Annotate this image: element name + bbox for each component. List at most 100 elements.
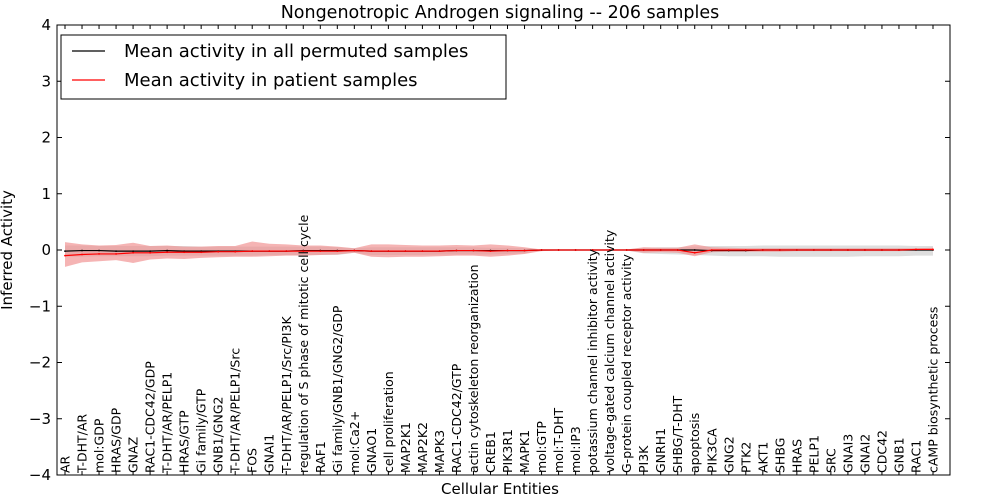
line-patient-point bbox=[353, 249, 356, 252]
category-label: HRAS bbox=[789, 439, 804, 473]
line-patient-point bbox=[881, 249, 883, 251]
line-patient-point bbox=[217, 250, 220, 253]
line-patient-point bbox=[132, 251, 134, 254]
y-tick-label: −4 bbox=[29, 466, 51, 484]
line-patient-point bbox=[676, 249, 679, 251]
line-patient-point bbox=[183, 251, 186, 254]
line-permuted-point bbox=[693, 249, 696, 251]
line-patient-point bbox=[166, 251, 169, 254]
category-label: PIK3CA bbox=[704, 428, 719, 473]
category-label: mol:IP3 bbox=[568, 426, 583, 473]
legend-label-permuted: Mean activity in all permuted samples bbox=[124, 41, 468, 62]
line-permuted-point bbox=[132, 250, 134, 253]
category-label: MAPK3 bbox=[432, 430, 447, 473]
line-patient-point bbox=[438, 250, 441, 253]
line-patient-point bbox=[540, 249, 543, 251]
category-label: actin cytoskeleton reorganization bbox=[466, 264, 481, 473]
line-patient-point bbox=[761, 249, 764, 251]
series-lines bbox=[64, 248, 934, 257]
line-patient-point bbox=[659, 249, 662, 251]
line-patient-point bbox=[574, 249, 577, 251]
y-axis-title: Inferred Activity bbox=[0, 190, 16, 310]
band-patient bbox=[65, 241, 933, 267]
category-label: T-DHT/AR/PELP1/Src/PI3K bbox=[279, 316, 294, 474]
category-label: T-DHT/AR/PELP1 bbox=[160, 372, 175, 474]
category-label: HRAS/GDP bbox=[109, 407, 124, 473]
category-labels: AR T-DHT/AR mol:GDP HRAS/GDP GNAZ RAC1-CDC42/… bbox=[58, 214, 941, 474]
x-axis bbox=[64, 25, 934, 475]
legend: Mean activity in all permuted samples Me… bbox=[60, 34, 507, 100]
category-label: GNAO1 bbox=[364, 428, 379, 473]
category-label: GNB1/GNG2 bbox=[211, 397, 226, 473]
category-label: GNRH1 bbox=[653, 428, 668, 473]
category-label: GNAZ bbox=[126, 437, 141, 473]
category-label: cell proliferation bbox=[381, 371, 396, 473]
category-label: GNG2 bbox=[721, 436, 736, 473]
category-label: mol:GTP bbox=[534, 421, 549, 473]
line-patient-point bbox=[847, 249, 849, 251]
line-patient-point bbox=[234, 250, 237, 253]
category-label: T-DHT/AR/PELP1/Src bbox=[228, 348, 243, 474]
line-patient-point bbox=[81, 253, 83, 256]
line-patient-point bbox=[812, 249, 815, 251]
category-label: SHBG bbox=[772, 438, 787, 473]
y-tick-label: −3 bbox=[29, 410, 51, 428]
line-patient-point bbox=[693, 251, 696, 254]
line-patient-point bbox=[64, 254, 66, 257]
category-label: PELP1 bbox=[806, 435, 821, 473]
line-patient bbox=[64, 248, 933, 257]
line-patient-point bbox=[744, 249, 747, 251]
y-tick-label: 1 bbox=[41, 185, 51, 203]
category-label: MAP2K1 bbox=[398, 422, 413, 473]
line-patient-point bbox=[489, 250, 492, 253]
line-patient-point bbox=[915, 248, 917, 251]
y-tick-label: 2 bbox=[41, 129, 51, 147]
line-permuted-point bbox=[98, 249, 100, 252]
category-label: FOS bbox=[245, 448, 260, 473]
category-label: CREB1 bbox=[483, 431, 498, 473]
y-tick-label: 3 bbox=[41, 72, 51, 90]
category-label: Gi family/GNB1/GNG2/GDP bbox=[330, 305, 345, 473]
category-label: MAP2K2 bbox=[415, 422, 430, 473]
line-patient-point bbox=[864, 249, 866, 251]
category-label: PTK2 bbox=[738, 442, 753, 473]
category-label: PIK3R1 bbox=[500, 429, 515, 473]
line-permuted-point bbox=[115, 250, 117, 253]
category-label: voltage-gated calcium channel activity bbox=[602, 229, 617, 473]
category-label: mol:T-DHT bbox=[551, 407, 566, 473]
x-axis-title: Cellular Entities bbox=[441, 480, 559, 498]
line-patient-point bbox=[506, 249, 509, 252]
category-label: CDC42 bbox=[874, 430, 889, 473]
line-patient-point bbox=[200, 251, 203, 254]
category-label: G-protein coupled receptor activity bbox=[619, 254, 634, 473]
category-label: GNAI1 bbox=[262, 434, 277, 473]
legend-label-patient: Mean activity in patient samples bbox=[124, 70, 418, 91]
legend-box bbox=[60, 34, 507, 100]
line-patient-point bbox=[472, 249, 475, 252]
line-patient-point bbox=[710, 249, 713, 251]
category-label: potassium channel inhibitor activity bbox=[585, 248, 600, 473]
category-label: AKT1 bbox=[755, 442, 770, 473]
line-patient-point bbox=[302, 250, 305, 253]
line-patient-point bbox=[251, 250, 254, 253]
y-tick-label: −2 bbox=[29, 354, 51, 372]
category-label: apoptosis bbox=[687, 413, 702, 473]
category-label: mol:GDP bbox=[92, 418, 107, 473]
category-label: GNAI3 bbox=[840, 434, 855, 473]
category-label: cAMP biosynthetic process bbox=[926, 307, 941, 473]
line-patient-point bbox=[778, 249, 781, 251]
line-patient-point bbox=[898, 249, 900, 251]
category-label: SHBG/T-DHT bbox=[670, 395, 685, 473]
category-label: RAF1 bbox=[313, 441, 328, 473]
line-permuted-point bbox=[81, 249, 83, 252]
line-patient-point bbox=[829, 249, 832, 251]
line-patient-point bbox=[642, 249, 645, 251]
category-label: RAC1-CDC42/GDP bbox=[143, 361, 158, 473]
line-patient-point bbox=[932, 248, 934, 251]
chart-title: Nongenotropic Androgen signaling -- 206 … bbox=[281, 3, 720, 23]
line-patient-point bbox=[625, 249, 628, 251]
category-label: PI3K bbox=[636, 445, 651, 473]
category-label: mol:Ca2+ bbox=[347, 411, 362, 473]
line-patient-point bbox=[557, 249, 560, 251]
